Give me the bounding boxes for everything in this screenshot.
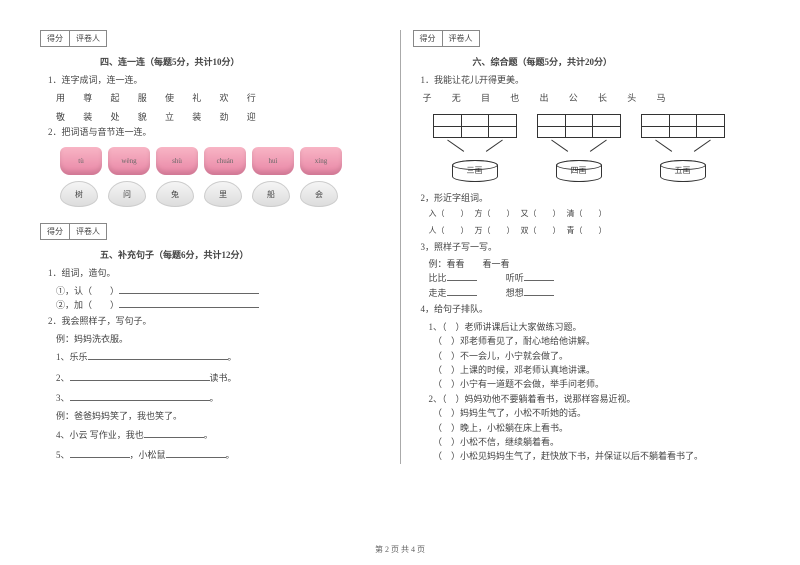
s5-q1: 1．组词，造句。 [48, 267, 388, 281]
pink-card: huì [252, 147, 294, 175]
left-column: 得分 评卷人 四、连一连（每题5分，共计10分） 1．连字成词，连一连。 用 尊… [40, 30, 388, 464]
s5-q1b: ②，加（ ） [56, 298, 388, 312]
page-footer: 第 2 页 共 4 页 [0, 544, 800, 555]
s4-row1: 用 尊 起 服 使 礼 欢 行 [56, 91, 388, 104]
pink-card: chuán [204, 147, 246, 175]
s6-q3ex: 例：看看 看一看 [429, 257, 761, 271]
heart-card: 兔 [156, 181, 194, 207]
s5-q1a: ①，认（ ） [56, 284, 388, 298]
cylinder-label: 三画 [452, 160, 498, 182]
q3-row: 走走 想想 [429, 286, 761, 300]
section4-title: 四、连一连（每题5分，共计10分） [100, 55, 388, 68]
pair-row: 人（ ） 万（ ） 双（ ） 青（ ） [429, 225, 761, 238]
section6-title: 六、综合题（每题5分，共计20分） [473, 55, 761, 68]
s4-q1: 1．连字成词，连一连。 [48, 74, 388, 88]
score-label: 得分 [414, 31, 443, 46]
grid-box [641, 114, 725, 138]
page-container: 得分 评卷人 四、连一连（每题5分，共计10分） 1．连字成词，连一连。 用 尊… [0, 0, 800, 484]
s6-q2: 2，形近字组词。 [421, 192, 761, 206]
stroke-group: 四画 [537, 114, 621, 182]
s5-q2: 2．我会照样子，写句子。 [48, 315, 388, 329]
pink-card: tù [60, 147, 102, 175]
grid-box [433, 114, 517, 138]
q4-line: 1、（ ）老师讲课后让大家做练习题。 [429, 320, 761, 334]
s4-row2: 敬 装 处 貌 立 装 劲 迎 [56, 110, 388, 123]
s5-ex: 例：妈妈洗衣服。 [56, 332, 388, 346]
pink-cards: tù wèng shù chuán huì xíng [60, 147, 388, 175]
s6-chars: 子 无 目 也 出 公 长 头 马 [423, 91, 761, 104]
pink-card: shù [156, 147, 198, 175]
q4-line: （ ）不一会儿，小宁就会做了。 [429, 349, 761, 363]
column-divider [400, 30, 401, 464]
score-box: 得分 评卷人 [40, 223, 107, 240]
fan-icon [549, 140, 609, 158]
s5-item: 2、读书。 [56, 371, 388, 385]
section5-title: 五、补充句子（每题6分，共计12分） [100, 248, 388, 261]
stroke-group: 三画 [433, 114, 517, 182]
stroke-diagrams: 三画 四画 五画 [433, 114, 761, 182]
q4-line: （ ）晚上，小松躺在床上看书。 [429, 421, 761, 435]
heart-card: 船 [252, 181, 290, 207]
q4-line: （ ）小松见妈妈生气了，赶快放下书，并保证以后不躺着看书了。 [429, 449, 761, 463]
s6-q1: 1．我能让花儿开得更美。 [421, 74, 761, 88]
q3-row: 比比 听听 [429, 271, 761, 285]
cylinder-label: 四画 [556, 160, 602, 182]
q4-line: 2、（ ）妈妈劝他不要躺着看书，说那样容易近视。 [429, 392, 761, 406]
score-label: 得分 [41, 224, 70, 239]
q4-line: （ ）小松不信，继续躺着看。 [429, 435, 761, 449]
score-box: 得分 评卷人 [40, 30, 107, 47]
score-box: 得分 评卷人 [413, 30, 480, 47]
s6-q4: 4，给句子排队。 [421, 303, 761, 317]
q4-line: （ ）邓老师看见了，耐心地给他讲解。 [429, 334, 761, 348]
score-label: 得分 [41, 31, 70, 46]
s6-q3: 3，照样子写一写。 [421, 241, 761, 255]
s5-item: 3、。 [56, 391, 388, 405]
pair-row: 入（ ） 方（ ） 又（ ） 清（ ） [429, 208, 761, 221]
heart-card: 树 [60, 181, 98, 207]
pink-card: wèng [108, 147, 150, 175]
q4-line: （ ）上课的时候，邓老师认真地讲课。 [429, 363, 761, 377]
s5-item: 1、乐乐。 [56, 350, 388, 364]
grader-label: 评卷人 [70, 31, 106, 46]
fan-icon [653, 140, 713, 158]
pink-card: xíng [300, 147, 342, 175]
heart-card: 会 [300, 181, 338, 207]
cylinder-label: 五画 [660, 160, 706, 182]
q4-line: （ ）小宁有一道题不会做，举手问老师。 [429, 377, 761, 391]
grader-label: 评卷人 [443, 31, 479, 46]
s5-item: 例：爸爸妈妈笑了，我也笑了。 [56, 409, 388, 423]
s5-item: 5、，小松鼠。 [56, 448, 388, 462]
heart-card: 问 [108, 181, 146, 207]
fan-icon [445, 140, 505, 158]
q4-line: （ ）妈妈生气了，小松不听她的话。 [429, 406, 761, 420]
heart-card: 里 [204, 181, 242, 207]
s5-item: 4、小云 写作业，我也。 [56, 428, 388, 442]
right-column: 得分 评卷人 六、综合题（每题5分，共计20分） 1．我能让花儿开得更美。 子 … [413, 30, 761, 464]
grader-label: 评卷人 [70, 224, 106, 239]
grid-box [537, 114, 621, 138]
s4-q2: 2．把词语与音节连一连。 [48, 126, 388, 140]
heart-cards: 树 问 兔 里 船 会 [60, 181, 388, 207]
stroke-group: 五画 [641, 114, 725, 182]
